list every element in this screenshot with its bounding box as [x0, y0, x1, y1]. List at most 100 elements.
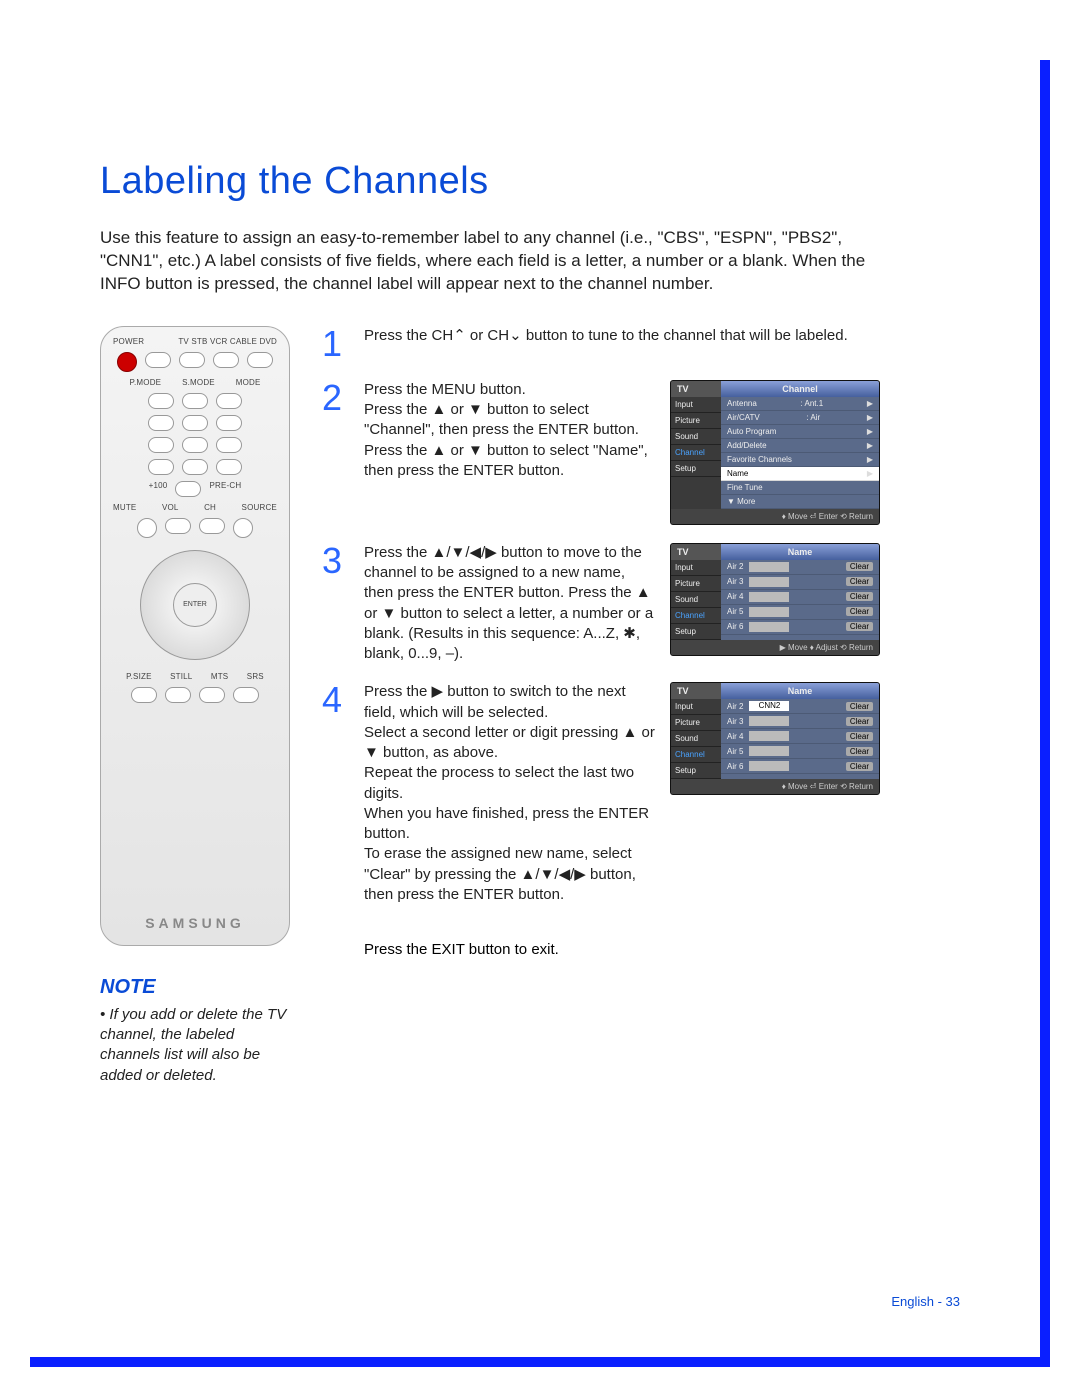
- osd-ch: Air 4: [727, 592, 743, 601]
- osd-ch: Air 6: [727, 622, 743, 631]
- mute-button: [137, 518, 157, 538]
- osd-name-field: [749, 562, 789, 572]
- osd-name-field: [749, 761, 789, 771]
- osd-main: Antenna: Ant.1▶ Air/CATV: Air▶ Auto Prog…: [721, 397, 879, 509]
- osd-name-field: [749, 622, 789, 632]
- chevron-right-icon: ▶: [867, 441, 873, 450]
- srs-button: [233, 687, 259, 703]
- osd-row-label: Fine Tune: [727, 483, 763, 492]
- device-dvd-button: [247, 352, 273, 368]
- intro-paragraph: Use this feature to assign an easy-to-re…: [100, 227, 880, 296]
- osd-side-item: Picture: [671, 715, 721, 731]
- osd-main: Air 2Clear Air 3Clear Air 4Clear Air 5Cl…: [721, 560, 879, 640]
- osd-side-item-active: Channel: [671, 445, 721, 461]
- osd-side-item: Input: [671, 397, 721, 413]
- psize-label: P.SIZE: [126, 672, 152, 681]
- page-footer: English - 33: [891, 1294, 960, 1309]
- osd-side-item: Input: [671, 560, 721, 576]
- osd-row-label: Add/Delete: [727, 441, 767, 450]
- chevron-right-icon: ▶: [867, 427, 873, 436]
- num-0: [175, 481, 201, 497]
- step-number: 1: [322, 326, 352, 362]
- psize-button: [131, 687, 157, 703]
- chevron-right-icon: ▶: [867, 399, 873, 408]
- num-7: [148, 459, 174, 475]
- osd-row-label: ▼ More: [727, 497, 755, 506]
- osd-clear: Clear: [846, 747, 873, 756]
- num-9: [216, 459, 242, 475]
- osd-category: Name: [721, 544, 879, 560]
- osd-channel-menu: TVChannel Input Picture Sound Channel Se…: [670, 380, 880, 525]
- mts-label: MTS: [211, 672, 229, 681]
- device-tv-button: [145, 352, 171, 368]
- vol-button: [165, 518, 191, 534]
- step-3: 3 Press the ▲/▼/◀/▶ button to move to th…: [322, 543, 880, 665]
- note-block: NOTE • If you add or delete the TV chann…: [100, 976, 300, 1086]
- note-body: • If you add or delete the TV channel, t…: [100, 1005, 290, 1086]
- ch-label: CH: [204, 503, 216, 512]
- osd-category: Name: [721, 683, 879, 699]
- osd-name-field: [749, 577, 789, 587]
- osd-ch: Air 3: [727, 577, 743, 586]
- osd-side-item: Setup: [671, 763, 721, 779]
- ch-button: [199, 518, 225, 534]
- osd-main: Air 2CNN2Clear Air 3Clear Air 4Clear Air…: [721, 699, 879, 779]
- osd-name-field: CNN2: [749, 701, 789, 711]
- osd-side-item-active: Channel: [671, 608, 721, 624]
- osd-side-item: Setup: [671, 461, 721, 477]
- osd-clear: Clear: [846, 762, 873, 771]
- osd-clear: Clear: [846, 592, 873, 601]
- osd-ch: Air 5: [727, 747, 743, 756]
- osd-tv-label: TV: [671, 544, 721, 560]
- chevron-right-icon: ▶: [867, 455, 873, 464]
- chevron-right-icon: ▶: [867, 413, 873, 422]
- device-vcr-button: [213, 352, 239, 368]
- osd-side-item: Sound: [671, 429, 721, 445]
- nav-wheel: ENTER: [140, 550, 250, 660]
- osd-name-field: [749, 731, 789, 741]
- osd-row-label: Auto Program: [727, 427, 776, 436]
- num-8: [182, 459, 208, 475]
- osd-footer: ♦ Move ⏎ Enter ⟲ Return: [671, 509, 879, 524]
- step-4: 4 Press the ▶ button to switch to the ne…: [322, 682, 880, 905]
- num-1: [148, 415, 174, 431]
- osd-clear: Clear: [846, 577, 873, 586]
- smode-button: [182, 393, 208, 409]
- osd-side-item: Setup: [671, 624, 721, 640]
- step-number: 3: [322, 543, 352, 579]
- step-text: Press the MENU button. Press the ▲ or ▼ …: [364, 380, 658, 481]
- osd-name-field: [749, 607, 789, 617]
- osd-side-item: Input: [671, 699, 721, 715]
- mode-button: [216, 393, 242, 409]
- num-4: [148, 437, 174, 453]
- mts-button: [199, 687, 225, 703]
- osd-category: Channel: [721, 381, 879, 397]
- page-title: Labeling the Channels: [100, 160, 880, 203]
- osd-clear: Clear: [846, 622, 873, 631]
- pmode-button: [148, 393, 174, 409]
- steps-column: 1 Press the CH⌃ or CH⌄ button to tune to…: [322, 326, 880, 958]
- osd-footer: ♦ Move ⏎ Enter ⟲ Return: [671, 779, 879, 794]
- body-grid: POWER TV STB VCR CABLE DVD P.MODE S.MODE: [100, 326, 880, 1086]
- still-label: STILL: [170, 672, 192, 681]
- osd-clear: Clear: [846, 607, 873, 616]
- step-text: Press the ▲/▼/◀/▶ button to move to the …: [364, 543, 658, 665]
- enter-button: ENTER: [173, 583, 217, 627]
- osd-ch: Air 4: [727, 732, 743, 741]
- page-frame: Labeling the Channels Use this feature t…: [30, 60, 1050, 1367]
- osd-ch: Air 6: [727, 762, 743, 771]
- chevron-right-icon: ▶: [867, 469, 873, 478]
- num-5: [182, 437, 208, 453]
- pmode-label: P.MODE: [129, 378, 161, 387]
- step-1: 1 Press the CH⌃ or CH⌄ button to tune to…: [322, 326, 880, 362]
- note-title: NOTE: [100, 976, 300, 999]
- step-2: 2 Press the MENU button. Press the ▲ or …: [322, 380, 880, 525]
- plus100-label: +100: [149, 481, 168, 497]
- osd-ch: Air 3: [727, 717, 743, 726]
- osd-name-field: [749, 592, 789, 602]
- osd-row-value: : Air: [806, 413, 820, 422]
- osd-side-item: Picture: [671, 413, 721, 429]
- mode-label: MODE: [236, 378, 261, 387]
- left-column: POWER TV STB VCR CABLE DVD P.MODE S.MODE: [100, 326, 300, 1086]
- device-labels: TV STB VCR CABLE DVD: [178, 337, 277, 346]
